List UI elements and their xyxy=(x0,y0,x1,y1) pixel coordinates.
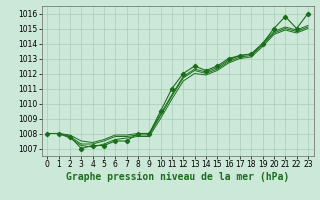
X-axis label: Graphe pression niveau de la mer (hPa): Graphe pression niveau de la mer (hPa) xyxy=(66,172,289,182)
